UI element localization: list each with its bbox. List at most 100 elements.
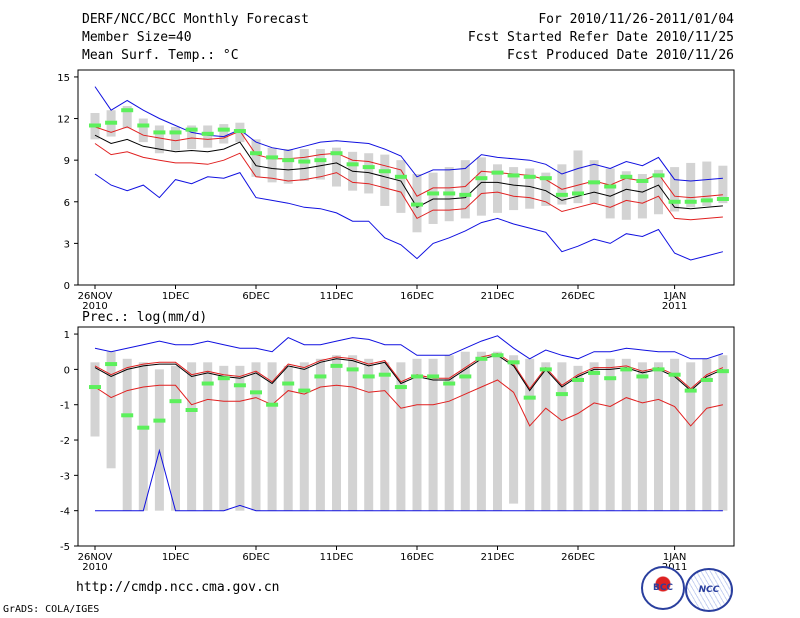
ensemble-box — [493, 164, 502, 213]
forecast-period-label: For 2010/11/26-2011/01/04 — [538, 12, 734, 27]
median-marker — [314, 158, 327, 163]
source-url[interactable]: http://cmdp.ncc.cma.gov.cn — [76, 580, 280, 595]
median-marker — [346, 367, 359, 372]
ensemble-box — [396, 160, 406, 213]
y-tick-label: 3 — [64, 239, 70, 250]
ensemble-box — [90, 362, 100, 437]
x-tick-label: 1JAN — [663, 552, 686, 563]
median-marker — [620, 367, 633, 372]
y-tick-label: 0 — [64, 281, 70, 292]
median-marker — [668, 199, 681, 204]
median-marker — [121, 413, 134, 418]
median-marker — [636, 374, 649, 379]
median-marker — [105, 120, 118, 125]
ensemble-box — [219, 124, 229, 144]
median-marker — [620, 174, 633, 179]
x-tick-label: 11DEC — [320, 291, 354, 302]
median-marker — [668, 372, 681, 377]
spread-lower-line — [94, 379, 724, 427]
median-marker — [443, 381, 456, 386]
ensemble-box — [573, 150, 583, 204]
median-marker — [700, 377, 713, 382]
x-tick-year-label: 2010 — [82, 562, 107, 573]
median-marker — [411, 374, 423, 379]
ensemble-box — [267, 362, 277, 511]
fcst-start-date-label: Fcst Started Refer Date 2010/11/25 — [467, 30, 734, 45]
median-marker — [716, 197, 729, 201]
median-marker — [636, 178, 649, 183]
median-marker — [330, 363, 343, 368]
median-marker — [282, 158, 295, 163]
ensemble-box — [396, 362, 406, 511]
median-marker — [394, 174, 407, 179]
ensemble-box — [299, 149, 309, 181]
median-marker — [137, 425, 150, 430]
ensemble-box — [122, 106, 132, 129]
ensemble-box — [460, 160, 470, 219]
x-tick-label: 11DEC — [320, 552, 354, 563]
plot-frame — [77, 69, 735, 286]
median-marker — [201, 131, 214, 136]
median-marker — [555, 192, 568, 197]
ensemble-box — [476, 157, 486, 216]
median-marker — [523, 395, 536, 400]
grads-credit: GrADS: COLA/IGES — [3, 604, 100, 615]
x-tick-year-label: 2010 — [82, 301, 107, 312]
median-marker — [427, 374, 440, 379]
ensemble-box — [637, 174, 647, 219]
ensemble-box — [654, 362, 663, 511]
median-marker — [394, 385, 407, 390]
ensemble-box — [106, 351, 116, 469]
median-marker — [362, 165, 375, 170]
ensemble-box — [348, 355, 358, 511]
median-marker — [185, 127, 198, 132]
median-marker — [604, 376, 617, 381]
median-marker — [491, 353, 504, 358]
ensemble-box — [187, 362, 197, 511]
ensemble-box — [364, 153, 374, 194]
ensemble-box — [670, 167, 680, 212]
median-marker — [459, 192, 472, 197]
y-tick-label: -5 — [60, 542, 70, 553]
median-marker — [700, 198, 713, 203]
median-marker — [475, 176, 488, 181]
x-tick-label: 21DEC — [481, 291, 515, 302]
ensemble-box — [171, 365, 180, 511]
ensemble-box — [315, 149, 325, 180]
median-marker — [89, 385, 101, 390]
y-tick-label: 12 — [57, 115, 70, 126]
ensemble-box — [203, 125, 213, 148]
median-marker — [233, 129, 246, 134]
median-marker — [362, 374, 375, 379]
median-marker — [266, 402, 279, 407]
median-marker — [217, 127, 230, 132]
ensemble-box — [380, 362, 390, 511]
median-marker — [378, 169, 391, 174]
variable-label-precip: Prec.: log(mm/d) — [82, 310, 208, 325]
ensemble-box — [460, 351, 470, 511]
median-marker — [475, 356, 488, 361]
ensemble-box — [718, 355, 728, 511]
median-marker — [652, 173, 665, 178]
ensemble-mean-line — [94, 134, 723, 210]
ensemble-box — [364, 358, 374, 511]
median-marker — [555, 392, 568, 397]
bcc-logo: BCC — [641, 566, 685, 610]
median-marker — [217, 376, 230, 381]
median-marker — [459, 374, 472, 379]
median-marker — [588, 180, 601, 185]
ensemble-box — [509, 355, 519, 504]
median-marker — [153, 418, 166, 423]
x-tick-label: 6DEC — [242, 552, 269, 563]
ensemble-mean-line — [94, 354, 724, 392]
median-marker — [491, 170, 504, 175]
ensemble-box — [621, 171, 631, 220]
x-tick-year-label: 2011 — [662, 301, 687, 312]
ensemble-box — [428, 172, 438, 224]
envelope-max-line — [94, 335, 724, 360]
median-marker — [684, 199, 697, 204]
y-tick-label: 6 — [64, 198, 70, 209]
ensemble-box — [444, 355, 454, 511]
ensemble-box — [605, 358, 615, 511]
x-tick-label: 6DEC — [242, 291, 269, 302]
